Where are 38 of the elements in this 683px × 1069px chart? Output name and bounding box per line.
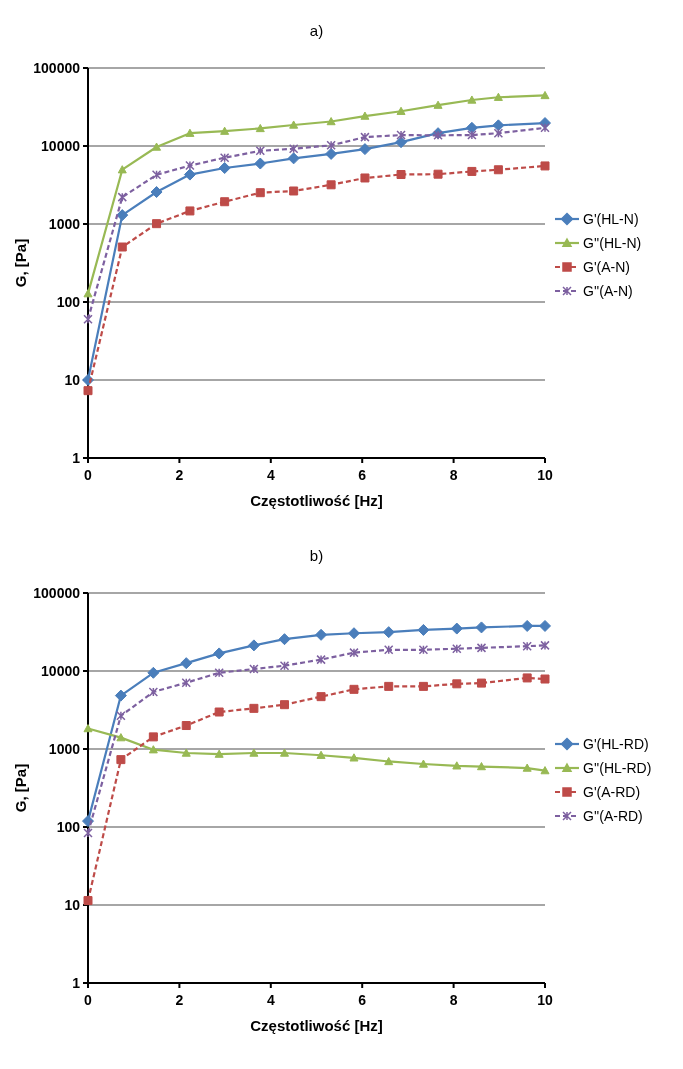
legend-label: G''(A-RD)	[583, 807, 643, 824]
x-axis-title: Częstotliwość [Hz]	[250, 1017, 383, 1034]
y-tick-label: 100000	[33, 59, 81, 76]
x-tick-label: 6	[358, 992, 367, 1008]
legend-label: G''(A-N)	[583, 282, 633, 299]
x-tick-label: 10	[537, 992, 553, 1008]
y-tick-label: 1	[72, 449, 81, 466]
y-tick-label: 1	[72, 974, 81, 991]
chart-title: b)	[309, 547, 324, 564]
y-tick-label: 100	[56, 818, 81, 835]
x-tick-label: 0	[84, 467, 93, 483]
y-axis-title: G, [Pa]	[12, 238, 29, 288]
y-tick-label: 1000	[48, 215, 81, 232]
x-tick-label: 6	[358, 467, 367, 483]
y-tick-label: 100	[56, 293, 81, 310]
x-tick-label: 2	[175, 992, 184, 1008]
legend-label: G'(A-N)	[583, 258, 630, 275]
x-tick-label: 10	[537, 467, 553, 483]
legend-label: G'(A-RD)	[583, 783, 641, 800]
chart-title: a)	[309, 22, 324, 39]
legend-label: G'(HL-RD)	[583, 735, 649, 752]
y-tick-label: 100000	[33, 584, 81, 601]
x-tick-label: 8	[449, 467, 458, 483]
y-tick-label: 10	[64, 896, 81, 913]
x-tick-label: 2	[175, 467, 184, 483]
legend-label: G''(HL-RD)	[583, 759, 652, 776]
y-tick-label: 10	[64, 371, 81, 388]
x-tick-label: 4	[266, 467, 275, 483]
y-tick-label: 10000	[41, 137, 81, 154]
x-tick-label: 0	[84, 992, 93, 1008]
y-tick-label: 10000	[41, 662, 81, 679]
x-axis-title: Częstotliwość [Hz]	[250, 492, 383, 509]
y-tick-label: 1000	[48, 740, 81, 757]
x-tick-label: 4	[266, 992, 275, 1008]
legend-label: G'(HL-N)	[583, 210, 639, 227]
y-axis-title: G, [Pa]	[12, 763, 29, 813]
x-tick-label: 8	[449, 992, 458, 1008]
legend-label: G''(HL-N)	[583, 234, 642, 251]
